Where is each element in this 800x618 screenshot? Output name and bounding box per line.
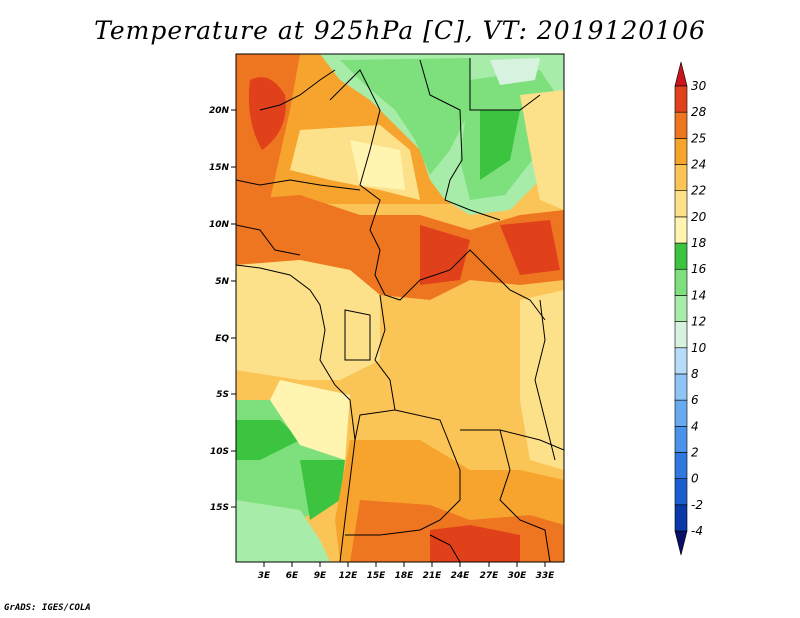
colorbar-label: 14: [691, 288, 706, 302]
colorbar-segment: [674, 295, 688, 322]
colorbar-segment: [674, 164, 688, 192]
lon-axis: 3E 6E 9E 12E 15E 18E 21E 24E 27E 30E 33E: [258, 562, 555, 581]
lat-label: EQ: [215, 334, 229, 344]
colorbar-label: 30: [691, 79, 707, 93]
colorbar-label: 28: [691, 105, 707, 119]
colorbar-label: -2: [691, 498, 703, 512]
lat-label: 15N: [209, 163, 230, 173]
colorbar-label: 8: [691, 367, 699, 381]
lon-label: 27E: [480, 571, 500, 581]
colorbar-segment: [674, 85, 688, 113]
colorbar-label: 2: [691, 445, 699, 459]
colorbar-label: 18: [691, 236, 707, 250]
colorbar-label: 22: [691, 184, 706, 198]
colorbar-segment: [674, 478, 688, 506]
grads-credit: GrADS: IGES/COLA: [4, 603, 91, 613]
lat-label: 15S: [210, 503, 229, 513]
colorbar-max-triangle: [674, 61, 688, 87]
lon-label: 6E: [286, 571, 299, 581]
colorbar-segment: [674, 504, 688, 532]
colorbar-label: -4: [691, 524, 703, 538]
colorbar-label: 12: [691, 315, 706, 329]
colorbar-segment: [674, 268, 688, 296]
colorbar-label: 6: [691, 393, 699, 407]
lon-label: 30E: [508, 571, 528, 581]
lat-label: 20N: [209, 106, 230, 116]
colorbar-segment: [674, 452, 688, 479]
colorbar-segment: [674, 399, 688, 427]
map-title: Temperature at 925hPa [C], VT: 201912010…: [94, 16, 706, 45]
lon-label: 15E: [367, 571, 387, 581]
colorbar-segment: [674, 216, 688, 244]
lon-label: 33E: [536, 571, 556, 581]
colorbar-segment: [674, 111, 688, 139]
colorbar-segment: [674, 190, 688, 218]
lon-label: 24E: [451, 571, 471, 581]
colorbar-label: 25: [691, 131, 706, 145]
colorbar-label: 24: [691, 158, 706, 172]
lat-label: 5S: [216, 390, 229, 400]
colorbar-segment: [674, 347, 688, 375]
lon-label: 21E: [423, 571, 443, 581]
country-borders: [236, 58, 564, 562]
lon-label: 12E: [339, 571, 359, 581]
temperature-field: [236, 54, 564, 562]
lat-label: 10S: [210, 447, 229, 457]
lat-axis: 20N 15N 10N 5N EQ 5S 10S 15S: [209, 106, 236, 513]
colorbar-label: 4: [691, 419, 699, 433]
lon-label: 3E: [258, 571, 271, 581]
colorbar-label: 16: [691, 262, 707, 276]
colorbar-segment: [674, 321, 688, 349]
colorbar-segment: [674, 138, 688, 165]
colorbar-segment: [674, 373, 688, 401]
lon-label: 9E: [314, 571, 327, 581]
lat-label: 10N: [209, 220, 230, 230]
lon-label: 18E: [395, 571, 415, 581]
colorbar-label: 10: [691, 341, 707, 355]
colorbar-label: 20: [691, 210, 707, 224]
colorbar-segment: [674, 425, 688, 453]
colorbar-label: 0: [691, 472, 699, 486]
lat-label: 5N: [215, 277, 229, 287]
colorbar-min-triangle: [674, 530, 688, 556]
colorbar-segment: [674, 242, 688, 270]
